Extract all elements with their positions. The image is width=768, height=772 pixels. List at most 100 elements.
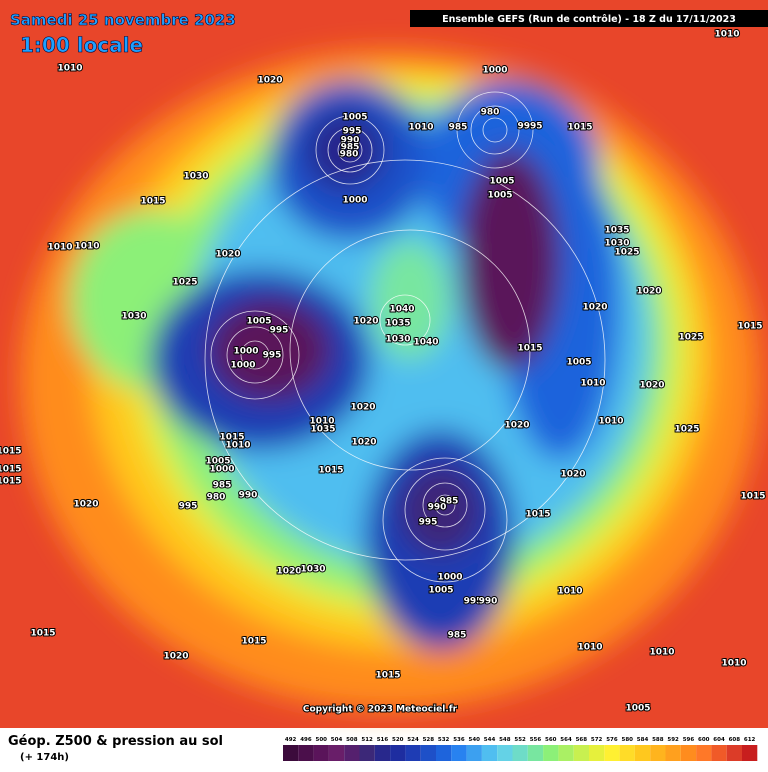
pressure-label: 1010 xyxy=(408,123,433,133)
legend-swatch xyxy=(558,745,574,761)
pressure-label: 1010 xyxy=(580,379,605,389)
legend-label: 508 xyxy=(346,737,358,743)
run-banner xyxy=(410,10,768,27)
legend-swatch xyxy=(298,745,314,761)
legend-label: 576 xyxy=(606,737,618,743)
pressure-label: 980 xyxy=(481,108,500,118)
legend-label: 608 xyxy=(729,737,741,743)
pressure-label: 1035 xyxy=(310,425,335,435)
run-info: Ensemble GEFS (Run de contrôle) - 18 Z d… xyxy=(442,14,736,25)
pressure-label: 1015 xyxy=(740,492,765,502)
legend-label: 512 xyxy=(361,737,373,743)
legend-swatch xyxy=(711,745,727,761)
local-time: 1:00 locale xyxy=(20,33,143,57)
legend-swatch xyxy=(573,745,589,761)
pressure-label: 1015 xyxy=(241,637,266,647)
pressure-label: 1005 xyxy=(342,113,367,123)
legend-swatch xyxy=(696,745,712,761)
legend-swatch xyxy=(726,745,742,761)
pressure-label: 1020 xyxy=(350,403,375,413)
pressure-label: 1000 xyxy=(482,66,507,76)
legend-label: 588 xyxy=(652,737,664,743)
legend-swatch xyxy=(634,745,651,761)
legend-label: 520 xyxy=(392,737,404,743)
pressure-label: 985 xyxy=(440,497,459,507)
legend-label: 536 xyxy=(453,737,465,743)
pressure-label: 985 xyxy=(449,123,468,133)
pressure-label: 1010 xyxy=(47,243,72,253)
legend-swatch xyxy=(650,745,666,761)
pressure-label: 1015 xyxy=(0,477,22,487)
pressure-label: 1005 xyxy=(487,191,512,201)
pressure-label: 1000 xyxy=(342,196,367,206)
legend-label: 584 xyxy=(637,737,649,743)
legend-swatch xyxy=(344,745,360,761)
pressure-label: 1020 xyxy=(351,438,376,448)
pressure-label: 1020 xyxy=(639,381,664,391)
pressure-label: 980 xyxy=(207,493,226,503)
legend-swatch xyxy=(589,745,605,761)
pressure-label: 1015 xyxy=(219,433,244,443)
legend-swatch xyxy=(283,745,299,761)
pressure-label: 1030 xyxy=(121,312,146,322)
pressure-label: 1005 xyxy=(566,358,591,368)
pressure-label: 1000 xyxy=(437,573,462,583)
legend-label: 564 xyxy=(560,737,572,743)
lead-time: (+ 174h) xyxy=(20,752,69,763)
pressure-label: 1010 xyxy=(557,587,582,597)
legend-label: 524 xyxy=(407,737,419,743)
legend-swatch xyxy=(390,745,406,761)
pressure-label: 990 xyxy=(428,503,447,513)
legend-label: 540 xyxy=(469,737,481,743)
pressure-label: 1005 xyxy=(246,317,271,327)
isobars xyxy=(204,91,606,583)
legend-label: 492 xyxy=(285,737,297,743)
legend-label: 496 xyxy=(300,737,312,743)
footer-title: Géop. Z500 & pression au sol xyxy=(8,734,223,749)
legend-label: 568 xyxy=(576,737,588,743)
pressure-label: 1000 xyxy=(230,361,255,371)
legend-swatch xyxy=(481,745,498,761)
pressure-label: 1015 xyxy=(567,123,592,133)
pressure-label: 1010 xyxy=(649,648,674,658)
pressure-label: 1015 xyxy=(0,447,22,457)
pressure-label: 1030 xyxy=(604,239,629,249)
legend-swatch xyxy=(436,745,452,761)
pressure-label: 1015 xyxy=(140,197,165,207)
pressure-label: 1005 xyxy=(625,704,650,714)
legend-swatch xyxy=(359,745,375,761)
pressure-label: 1020 xyxy=(582,303,607,313)
pressure-label: 1005 xyxy=(428,586,453,596)
copyright: Copyright © 2023 Meteociel.fr xyxy=(303,705,458,715)
pressure-label: 1015 xyxy=(30,629,55,639)
legend-label: 548 xyxy=(499,737,511,743)
legend-label: 552 xyxy=(514,737,526,743)
pressure-label: 1010 xyxy=(721,659,746,669)
pressure-label: 1010 xyxy=(225,441,250,451)
pressure-label: 1020 xyxy=(504,421,529,431)
legend-label: 560 xyxy=(545,737,557,743)
pressure-label: 1015 xyxy=(375,671,400,681)
pressure-label: 1030 xyxy=(385,335,410,345)
legend-label: 604 xyxy=(713,737,725,743)
pressure-label: 1020 xyxy=(215,250,240,260)
pressure-label: 985 xyxy=(448,631,467,641)
pressure-label: 985 xyxy=(213,481,232,491)
pressure-label: 1015 xyxy=(517,344,542,354)
pressure-label: 1010 xyxy=(57,64,82,74)
pressure-label: 985 xyxy=(341,143,360,153)
legend-label: 528 xyxy=(423,737,435,743)
legend-swatch xyxy=(680,745,697,761)
pressure-label: 1000 xyxy=(209,465,234,475)
footer: Géop. Z500 & pression au sol (+ 174h) xyxy=(8,734,223,763)
pressure-label: 1025 xyxy=(674,425,699,435)
pressure-label: 1005 xyxy=(489,177,514,187)
pressure-label: 1040 xyxy=(413,338,438,348)
pressure-label: 995 xyxy=(343,127,362,137)
pressure-label: 1035 xyxy=(385,319,410,329)
pressure-label: 1010 xyxy=(74,242,99,252)
legend-swatch xyxy=(512,745,528,761)
pressure-label: 9995 xyxy=(517,122,542,132)
pressure-label: 995 xyxy=(263,351,282,361)
